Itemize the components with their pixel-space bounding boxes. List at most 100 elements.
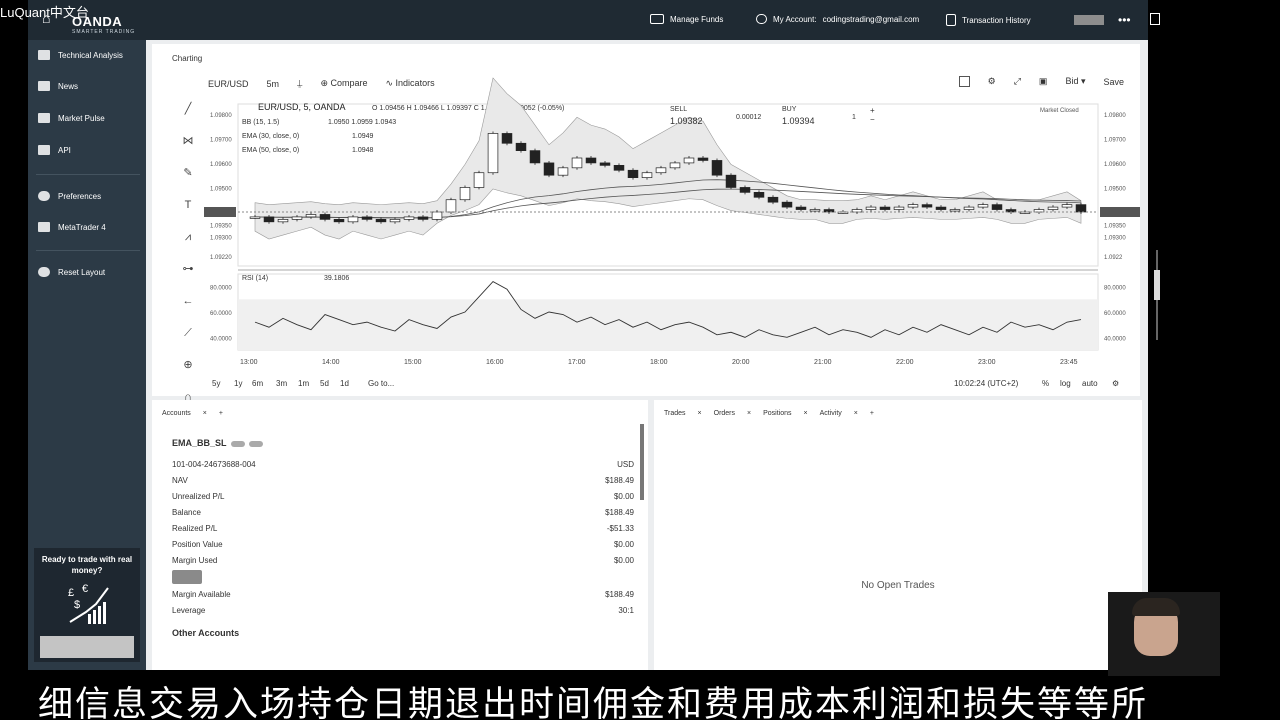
- back-arrow-icon[interactable]: ←: [182, 295, 194, 307]
- brush-icon[interactable]: ✎: [183, 167, 193, 179]
- presenter-webcam: [1108, 592, 1220, 676]
- range-1y[interactable]: 1y: [234, 379, 242, 388]
- promo-card: Ready to trade with real money? £ € $: [34, 548, 140, 662]
- range-1d[interactable]: 1d: [340, 379, 349, 388]
- tab-accounts[interactable]: Accounts: [162, 410, 191, 417]
- candle: [991, 204, 1003, 210]
- sidebar-item-api[interactable]: API: [38, 145, 71, 155]
- candle: [585, 157, 597, 164]
- zoom-icon[interactable]: ⊕: [183, 359, 193, 371]
- oanda-mark-icon: ⌂: [42, 10, 51, 26]
- sidebar-item-reset-layout[interactable]: Reset Layout: [38, 267, 105, 277]
- fullscreen-icon[interactable]: ⤢: [1013, 76, 1021, 86]
- units-input[interactable]: 1: [852, 114, 856, 121]
- sidebar-item-label: MetaTrader 4: [58, 222, 106, 232]
- range-5y[interactable]: 5y: [212, 379, 220, 388]
- price-tick-label: 1.09600: [1104, 162, 1126, 168]
- sidebar-item-preferences[interactable]: Preferences: [38, 191, 101, 201]
- units-stepper[interactable]: + −: [870, 106, 875, 124]
- tab-positions[interactable]: Positions: [763, 410, 792, 417]
- text-icon[interactable]: T: [184, 199, 192, 211]
- save-button[interactable]: Save: [1103, 76, 1124, 87]
- candle: [599, 162, 611, 166]
- indicators-button[interactable]: ∿ Indicators: [385, 78, 435, 88]
- settings-gear-icon[interactable]: ⚙: [987, 76, 996, 86]
- more-icon[interactable]: •••: [1118, 13, 1131, 27]
- logout-icon[interactable]: [1150, 13, 1160, 25]
- close-icon[interactable]: ×: [853, 410, 858, 417]
- close-icon[interactable]: ×: [202, 410, 207, 417]
- tab-orders[interactable]: Orders: [713, 410, 736, 417]
- price-tick-label-left: 1.09700: [210, 137, 232, 143]
- buy-price-button[interactable]: 1.09394: [782, 116, 815, 126]
- percent-toggle[interactable]: %: [1042, 379, 1049, 388]
- candle: [263, 216, 275, 223]
- sidebar-item-technical-analysis[interactable]: Technical Analysis: [38, 50, 123, 60]
- wallet-icon: [650, 14, 664, 24]
- price-chart[interactable]: EUR/USD, 5, OANDA O 1.09456 H 1.09466 L …: [152, 44, 1140, 396]
- account-badge: [248, 440, 263, 447]
- candle: [1061, 204, 1073, 208]
- symbol-selector[interactable]: EUR/USD: [208, 78, 249, 89]
- trades-panel: Trades × Orders × Positions × Activity × + N…: [654, 400, 1142, 670]
- account-name: EMA_BB_SL: [172, 438, 263, 448]
- goto-button[interactable]: Go to...: [368, 379, 394, 388]
- add-tab-icon[interactable]: +: [218, 410, 223, 417]
- candle: [963, 206, 975, 210]
- auto-toggle[interactable]: auto: [1082, 379, 1098, 388]
- forecast-icon[interactable]: ⊶: [182, 263, 194, 275]
- sidebar-item-metatrader[interactable]: MetaTrader 4: [38, 222, 106, 232]
- sidebar-item-market-pulse[interactable]: Market Pulse: [38, 113, 105, 123]
- tab-trades[interactable]: Trades: [664, 410, 686, 417]
- side-decoration: [1150, 250, 1164, 340]
- sidebar-item-news[interactable]: News: [38, 81, 78, 91]
- sell-price-button[interactable]: 1.09382: [670, 116, 703, 126]
- candle: [655, 167, 667, 174]
- magnet-icon[interactable]: ∩: [184, 391, 192, 403]
- scrollbar[interactable]: [640, 424, 644, 500]
- time-tick-label: 16:00: [486, 359, 504, 366]
- open-live-account-button[interactable]: [40, 636, 134, 658]
- range-3m[interactable]: 3m: [276, 379, 287, 388]
- row-value: USD: [617, 460, 634, 469]
- candle: [1019, 211, 1031, 214]
- transaction-history-link[interactable]: Transaction History: [946, 14, 1031, 26]
- account-row-nav: NAV $188.49: [172, 476, 634, 485]
- range-1m[interactable]: 1m: [298, 379, 309, 388]
- log-toggle[interactable]: log: [1060, 379, 1071, 388]
- account-row-unrealized: Unrealized P/L $0.00: [172, 492, 634, 501]
- manage-funds-link[interactable]: Manage Funds: [650, 14, 723, 24]
- range-6m[interactable]: 6m: [252, 379, 263, 388]
- row-label: 101-004-24673688-004: [172, 460, 256, 469]
- bb-label: BB (15, 1.5): [242, 119, 279, 126]
- candle: [529, 150, 541, 164]
- candle: [459, 187, 471, 201]
- close-icon[interactable]: ×: [697, 410, 702, 417]
- add-tab-icon[interactable]: +: [869, 410, 874, 417]
- row-value: $0.00: [613, 556, 634, 565]
- oanda-logo[interactable]: ⌂ OANDA SMARTER TRADING: [32, 4, 142, 35]
- candle: [417, 216, 429, 220]
- price-mode-select[interactable]: Bid ▾: [1065, 76, 1086, 86]
- trend-line-icon[interactable]: ╱: [184, 103, 192, 115]
- close-icon[interactable]: ×: [803, 410, 808, 417]
- other-accounts-heading[interactable]: Other Accounts: [172, 628, 240, 638]
- sidebar-item-label: API: [58, 145, 71, 155]
- chart-settings-icon[interactable]: ⚙: [1112, 379, 1119, 388]
- camera-icon[interactable]: ▣: [1038, 76, 1048, 86]
- range-5d[interactable]: 5d: [320, 379, 329, 388]
- candle: [893, 206, 905, 210]
- promo-title: Ready to trade with real money?: [41, 555, 133, 575]
- candle-type-icon[interactable]: ⍊: [297, 78, 303, 88]
- my-account-label: My Account:: [773, 14, 817, 24]
- tab-activity[interactable]: Activity: [819, 410, 842, 417]
- fib-icon[interactable]: ⋈: [182, 135, 194, 147]
- pattern-icon[interactable]: ⩘: [184, 231, 192, 243]
- ruler-icon[interactable]: ⟋: [184, 327, 192, 339]
- my-account-link[interactable]: My Account: codingstrading@gmail.com: [756, 14, 919, 24]
- interval-selector[interactable]: 5m: [266, 78, 280, 89]
- candle: [683, 157, 695, 164]
- close-icon[interactable]: ×: [747, 410, 752, 417]
- compare-button[interactable]: ⊕ Compare: [320, 78, 368, 88]
- layout-icon[interactable]: [958, 76, 970, 87]
